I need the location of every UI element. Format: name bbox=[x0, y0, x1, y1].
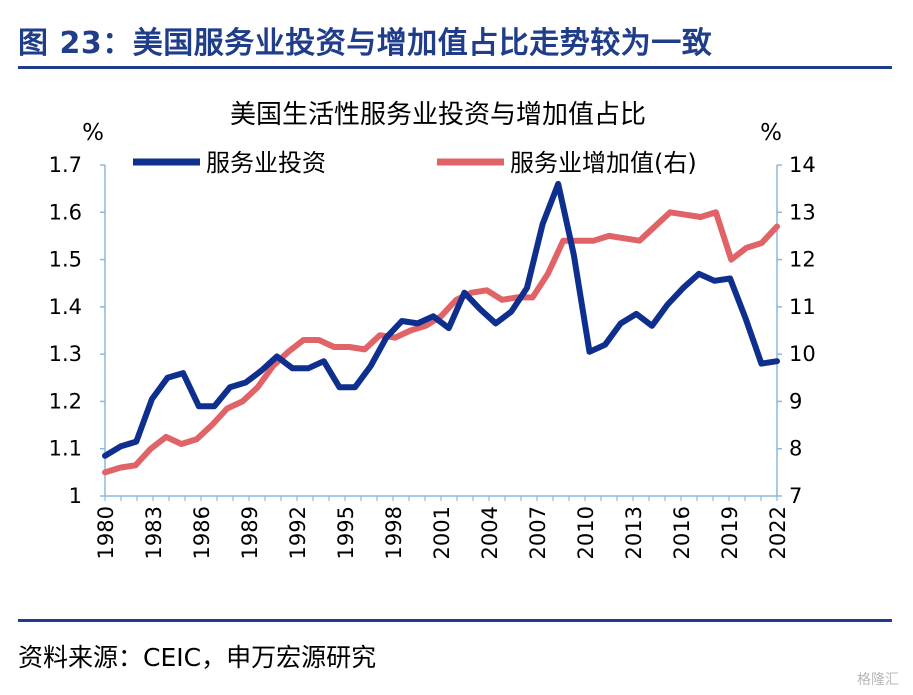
axes: 1.7 1.6 1.5 1.4 1.3 1.2 1.1 1 14 13 12 11 10 9 8 7 1980 1… bbox=[49, 153, 816, 559]
right-tick-label: 8 bbox=[789, 437, 802, 461]
right-axis-unit: % bbox=[760, 120, 782, 146]
watermark-logo: 格隆汇 bbox=[857, 672, 899, 688]
left-tick-label: 1.3 bbox=[49, 342, 82, 366]
right-tick-label: 14 bbox=[789, 153, 816, 177]
x-tick-label: 1980 bbox=[94, 506, 118, 559]
left-tick-label: 1.6 bbox=[49, 200, 82, 224]
right-tick-label: 7 bbox=[789, 484, 802, 508]
x-tick-label: 1983 bbox=[142, 506, 166, 559]
left-tick-label: 1.4 bbox=[49, 295, 82, 319]
legend: 服务业投资 服务业增加值(右) bbox=[133, 149, 697, 177]
legend-value-added-label: 服务业增加值(右) bbox=[510, 149, 697, 177]
right-tick-label: 10 bbox=[789, 342, 816, 366]
x-tick-label: 2019 bbox=[718, 506, 742, 559]
left-tick-label: 1.1 bbox=[49, 437, 82, 461]
left-tick-label: 1.7 bbox=[49, 153, 82, 177]
left-tick-label: 1.2 bbox=[49, 389, 82, 413]
left-axis-unit: % bbox=[82, 120, 104, 146]
left-tick-label: 1 bbox=[69, 484, 82, 508]
x-tick-label: 2013 bbox=[622, 506, 646, 559]
x-tick-label: 1986 bbox=[190, 506, 214, 559]
x-tick-label: 2001 bbox=[430, 506, 454, 559]
right-tick-label: 9 bbox=[789, 389, 802, 413]
source-rule bbox=[18, 619, 892, 622]
right-tick-label: 12 bbox=[789, 248, 816, 272]
value-added-series-line bbox=[102, 209, 780, 476]
x-tick-label: 2022 bbox=[766, 506, 790, 559]
x-tick-label: 2004 bbox=[478, 506, 502, 559]
chart-title: 美国生活性服务业投资与增加值占比 bbox=[230, 100, 646, 130]
x-tick-label: 1989 bbox=[238, 506, 262, 559]
x-tick-label: 2007 bbox=[526, 506, 550, 559]
title-rule bbox=[18, 66, 892, 69]
right-tick-label: 11 bbox=[789, 295, 816, 319]
investment-series-line bbox=[102, 180, 780, 459]
right-tick-label: 13 bbox=[789, 200, 816, 224]
legend-investment-label: 服务业投资 bbox=[206, 149, 326, 177]
figure-title: 图 23：美国服务业投资与增加值占比走势较为一致 bbox=[18, 26, 713, 61]
x-tick-label: 2010 bbox=[574, 506, 598, 559]
source-note: 资料来源：CEIC，申万宏源研究 bbox=[18, 643, 377, 672]
x-tick-label: 1998 bbox=[382, 506, 406, 559]
x-tick-label: 2016 bbox=[670, 506, 694, 559]
x-tick-label: 1992 bbox=[286, 506, 310, 559]
series-layer bbox=[102, 180, 780, 476]
x-tick-label: 1995 bbox=[334, 506, 358, 559]
left-tick-label: 1.5 bbox=[49, 248, 82, 272]
